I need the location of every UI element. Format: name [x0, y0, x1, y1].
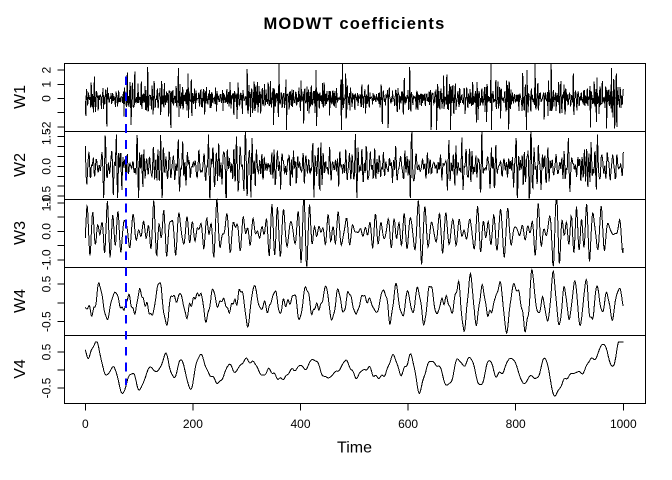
svg-text:0.0: 0.0 — [40, 223, 54, 240]
svg-text:200: 200 — [183, 417, 203, 431]
svg-text:-1.0: -1.0 — [40, 249, 54, 270]
svg-text:MODWT coefficients: MODWT coefficients — [263, 15, 445, 33]
svg-text:-1.5: -1.5 — [40, 185, 54, 206]
svg-text:Time: Time — [337, 440, 372, 457]
svg-text:W3: W3 — [12, 221, 29, 245]
svg-text:0: 0 — [40, 95, 54, 102]
svg-text:800: 800 — [506, 417, 526, 431]
svg-text:1: 1 — [40, 81, 54, 88]
svg-text:W4: W4 — [12, 289, 29, 313]
svg-text:1.0: 1.0 — [40, 194, 54, 211]
svg-text:1000: 1000 — [610, 417, 637, 431]
svg-text:W2: W2 — [12, 153, 29, 177]
svg-text:0.5: 0.5 — [40, 275, 54, 292]
svg-text:-0.5: -0.5 — [40, 311, 54, 332]
svg-text:0.5: 0.5 — [40, 343, 54, 360]
svg-text:1.5: 1.5 — [40, 128, 54, 145]
svg-text:2: 2 — [40, 66, 54, 73]
svg-text:0.0: 0.0 — [40, 158, 54, 175]
svg-text:-0.5: -0.5 — [40, 377, 54, 398]
svg-text:0: 0 — [82, 417, 89, 431]
svg-text:600: 600 — [398, 417, 418, 431]
svg-text:W1: W1 — [12, 85, 29, 109]
svg-text:400: 400 — [290, 417, 310, 431]
svg-text:V4: V4 — [12, 359, 29, 379]
svg-text:-2: -2 — [40, 121, 54, 132]
